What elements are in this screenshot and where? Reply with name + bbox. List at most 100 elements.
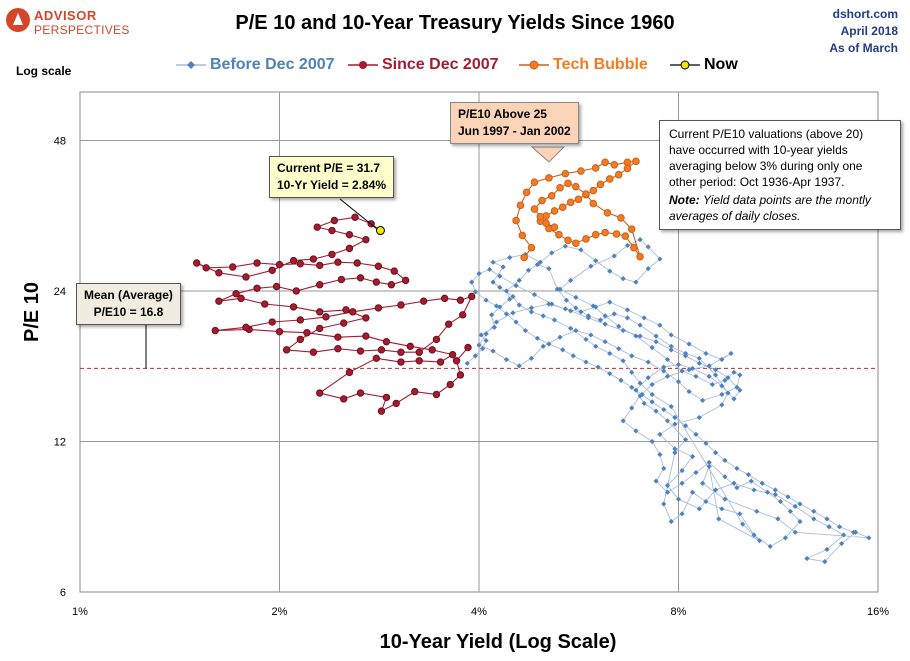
data-point-before <box>616 346 622 352</box>
data-point-tech <box>564 236 572 245</box>
data-point-before <box>483 297 489 303</box>
current-callout-pointer <box>339 198 377 229</box>
data-point-before <box>611 253 617 259</box>
series-before-line <box>466 239 870 563</box>
data-point-before <box>722 377 728 383</box>
data-point-before <box>748 478 754 484</box>
data-point-since <box>237 294 245 303</box>
data-point-before <box>759 480 765 486</box>
data-point-before <box>797 501 803 507</box>
data-point-before <box>629 369 635 375</box>
data-point-since <box>296 335 305 344</box>
data-point-before <box>645 359 651 365</box>
data-point-before <box>675 361 682 368</box>
data-point-before <box>731 480 737 486</box>
data-point-tech <box>545 174 553 182</box>
data-point-before <box>836 524 843 530</box>
data-point-before <box>700 397 706 403</box>
data-point-before <box>664 482 671 489</box>
data-point-since <box>202 264 210 272</box>
data-point-before <box>841 532 847 538</box>
data-point-before <box>703 350 709 357</box>
chart-title: P/E 10 and 10-Year Treasury Yields Since… <box>235 12 675 34</box>
data-point-since <box>372 354 381 363</box>
data-point-before <box>811 508 817 514</box>
data-point-since <box>292 287 300 295</box>
data-point-before <box>709 381 716 388</box>
note-italic: Yield data points are the montly average… <box>669 193 871 223</box>
note-footnote: Note: Yield data points are the montly a… <box>669 192 891 224</box>
data-point-before <box>661 406 667 413</box>
data-point-before <box>472 353 478 359</box>
data-point-tech <box>591 164 600 172</box>
data-point-since <box>382 393 391 402</box>
data-point-tech <box>538 196 546 205</box>
data-point-before <box>693 469 699 476</box>
legend-before-label: Before Dec 2007 <box>210 56 335 73</box>
data-point-before <box>637 322 643 328</box>
data-point-tech <box>530 205 539 213</box>
data-point-before <box>737 511 743 517</box>
mean-callout: Mean (Average) P/E10 = 16.8 <box>76 283 181 325</box>
data-point-since <box>362 314 370 322</box>
data-point-before <box>497 273 503 279</box>
data-point-since <box>415 348 423 356</box>
data-point-before <box>751 532 757 538</box>
data-point-since <box>242 273 250 281</box>
data-point-before <box>734 465 740 472</box>
data-point-tech <box>591 230 600 239</box>
data-point-since <box>330 216 339 225</box>
data-point-since <box>406 342 414 351</box>
data-point-tech <box>516 201 525 210</box>
data-point-since <box>232 290 240 298</box>
data-point-before <box>633 333 639 339</box>
tech-callout-line2: Jun 1997 - Jan 2002 <box>458 124 571 138</box>
data-point-before <box>637 237 643 243</box>
data-point-before <box>734 485 740 491</box>
legend-now-marker <box>670 60 700 70</box>
data-point-before <box>570 353 576 359</box>
data-point-before <box>792 503 798 509</box>
data-point-before <box>745 472 752 478</box>
data-point-tech <box>582 190 590 198</box>
data-point-before <box>664 373 671 379</box>
data-point-since <box>397 301 405 309</box>
data-point-before <box>679 511 685 517</box>
data-point-tech <box>582 235 590 243</box>
data-point-tech <box>577 167 585 175</box>
data-point-before <box>661 465 667 472</box>
data-point-since <box>372 278 381 286</box>
legend: Before Dec 2007 Since Dec 2007 Tech Bubb… <box>0 54 910 78</box>
data-point-tech <box>518 231 527 240</box>
data-point-since <box>328 250 336 259</box>
data-point-tech <box>520 253 528 262</box>
data-point-before <box>568 325 574 331</box>
logo-triangle-icon <box>6 8 30 32</box>
data-point-since <box>275 260 284 269</box>
data-point-since <box>397 348 405 356</box>
data-point-before <box>657 256 663 262</box>
data-point-before <box>483 337 489 344</box>
data-point-since <box>401 276 410 285</box>
data-point-since <box>340 395 348 403</box>
data-point-since <box>456 371 465 379</box>
legend-since-label: Since Dec 2007 <box>382 56 499 73</box>
legend-tech-label: Tech Bubble <box>553 56 648 73</box>
data-point-before <box>787 508 793 514</box>
data-point-before <box>679 368 685 374</box>
data-point-since <box>356 347 365 355</box>
data-point-before <box>683 423 689 429</box>
data-point-before <box>476 342 482 348</box>
data-point-before <box>683 437 689 443</box>
data-point-before <box>767 543 773 550</box>
data-point-tech <box>605 175 614 183</box>
logo-line1: ADVISOR <box>34 8 97 23</box>
data-point-before <box>490 259 496 265</box>
data-point-tech <box>621 232 630 240</box>
data-point-since <box>374 262 383 270</box>
data-point-before <box>537 259 543 265</box>
data-point-since <box>432 335 441 344</box>
data-point-before <box>478 332 484 338</box>
data-point-before <box>725 390 731 396</box>
data-point-before <box>657 451 663 458</box>
